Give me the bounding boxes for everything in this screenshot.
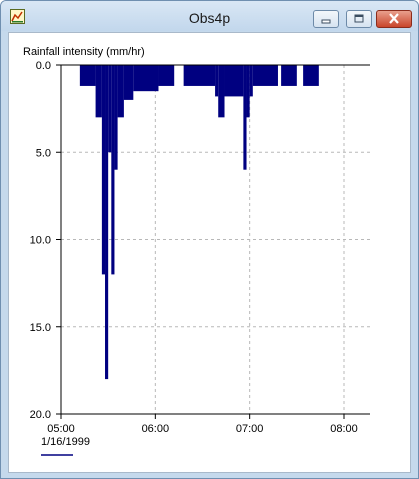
rainfall-bar	[243, 65, 247, 170]
y-tick-label: 15.0	[30, 322, 51, 334]
rainfall-bar	[111, 65, 115, 275]
rainfall-bar	[108, 65, 112, 153]
maximize-button[interactable]	[346, 10, 372, 28]
rainfall-bar	[303, 65, 319, 86]
rainfall-bar	[101, 65, 106, 275]
rainfall-bar	[218, 65, 225, 118]
rainfall-chart: Rainfall intensity (mm/hr) 0.0 5.0 10.0 15.…	[23, 46, 370, 456]
y-tick-label: 5.0	[36, 147, 51, 159]
grid-lines	[61, 65, 370, 414]
rainfall-bar	[281, 65, 297, 86]
title-bar[interactable]: Obs4p	[1, 1, 418, 31]
x-tick-label: 07:00	[236, 423, 264, 435]
y-axis-ticks: 0.0 5.0 10.0 15.0 20.0	[30, 60, 61, 421]
x-date-label: 1/16/1999	[41, 436, 90, 448]
chart-panel: Rainfall intensity (mm/hr) 0.0 5.0 10.0 15.…	[8, 32, 411, 473]
rainfall-bar	[252, 65, 278, 86]
rainfall-bar	[183, 65, 216, 86]
rainfall-bar	[95, 65, 102, 118]
close-icon	[389, 13, 399, 24]
rainfall-bar	[117, 65, 124, 118]
bar-series	[79, 65, 319, 380]
close-button[interactable]	[376, 10, 412, 28]
y-tick-label: 20.0	[30, 409, 51, 421]
y-tick-label: 0.0	[36, 60, 51, 72]
rainfall-bar	[158, 65, 175, 86]
window-title: Obs4p	[188, 10, 231, 26]
chart-title: Rainfall intensity (mm/hr)	[23, 46, 145, 58]
x-tick-label: 06:00	[142, 423, 170, 435]
minimize-icon	[321, 19, 331, 24]
rainfall-bar	[215, 65, 219, 97]
rainfall-bar	[249, 65, 253, 97]
rainfall-bar	[114, 65, 118, 170]
maximize-icon	[354, 14, 364, 23]
y-tick-label: 10.0	[30, 235, 51, 247]
chart-app-icon[interactable]	[10, 9, 25, 24]
rainfall-bar	[105, 65, 109, 380]
rainfall-bar	[79, 65, 96, 86]
x-tick-label: 05:00	[47, 423, 75, 435]
minimize-button[interactable]	[313, 10, 339, 28]
rainfall-bar	[123, 65, 134, 100]
x-axis-ticks: 05:00 06:00 07:00 08:00	[47, 414, 358, 435]
rainfall-bar	[246, 65, 250, 118]
x-tick-label: 08:00	[330, 423, 358, 435]
rainfall-bar	[224, 65, 244, 97]
rainfall-bar	[133, 65, 159, 92]
